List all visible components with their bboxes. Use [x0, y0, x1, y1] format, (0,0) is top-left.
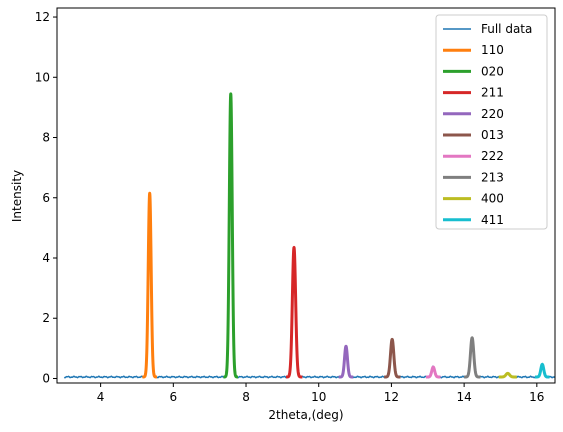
x-tick-label-8: 8 — [242, 390, 250, 404]
series-020 — [222, 92, 240, 379]
x-axis: 4 6 8 10 12 14 16 — [97, 383, 544, 404]
x-tick-label-16: 16 — [529, 390, 544, 404]
legend-label-222: 222 — [481, 149, 504, 163]
series-211 — [284, 246, 304, 379]
legend-label-full-data: Full data — [481, 22, 532, 36]
legend-label-013: 013 — [481, 128, 504, 142]
x-tick-label-14: 14 — [456, 390, 471, 404]
series-411 — [533, 362, 551, 379]
y-tick-label-10: 10 — [35, 70, 50, 84]
x-tick-label-6: 6 — [170, 390, 178, 404]
y-tick-label-0: 0 — [42, 371, 50, 385]
legend-label-400: 400 — [481, 192, 504, 206]
series-400 — [497, 371, 519, 379]
legend-label-110: 110 — [481, 43, 504, 57]
y-tick-label-12: 12 — [35, 10, 50, 24]
legend-label-220: 220 — [481, 107, 504, 121]
series-layer — [63, 92, 555, 379]
legend: Full data 110 020 211 220 013 222 213 400 411 — [435, 14, 548, 230]
y-axis-label: Intensity — [10, 170, 24, 222]
series-220 — [337, 344, 355, 379]
series-222 — [424, 365, 442, 379]
legend-label-020: 020 — [481, 64, 504, 78]
y-axis: 0 2 4 6 8 10 12 — [35, 10, 57, 385]
y-tick-label-2: 2 — [42, 311, 50, 325]
y-tick-label-4: 4 — [42, 251, 50, 265]
series-013 — [382, 337, 402, 379]
x-tick-label-4: 4 — [97, 390, 105, 404]
legend-label-411: 411 — [481, 213, 504, 227]
series-213 — [462, 336, 482, 379]
y-tick-label-6: 6 — [42, 191, 50, 205]
legend-label-213: 213 — [481, 170, 504, 184]
x-tick-label-12: 12 — [384, 390, 399, 404]
x-tick-label-10: 10 — [311, 390, 326, 404]
series-110 — [141, 191, 159, 379]
x-axis-label: 2theta,(deg) — [268, 408, 343, 422]
legend-box — [435, 14, 548, 230]
y-tick-label-8: 8 — [42, 131, 50, 145]
plot-frame — [56, 7, 556, 384]
legend-label-211: 211 — [481, 86, 504, 100]
